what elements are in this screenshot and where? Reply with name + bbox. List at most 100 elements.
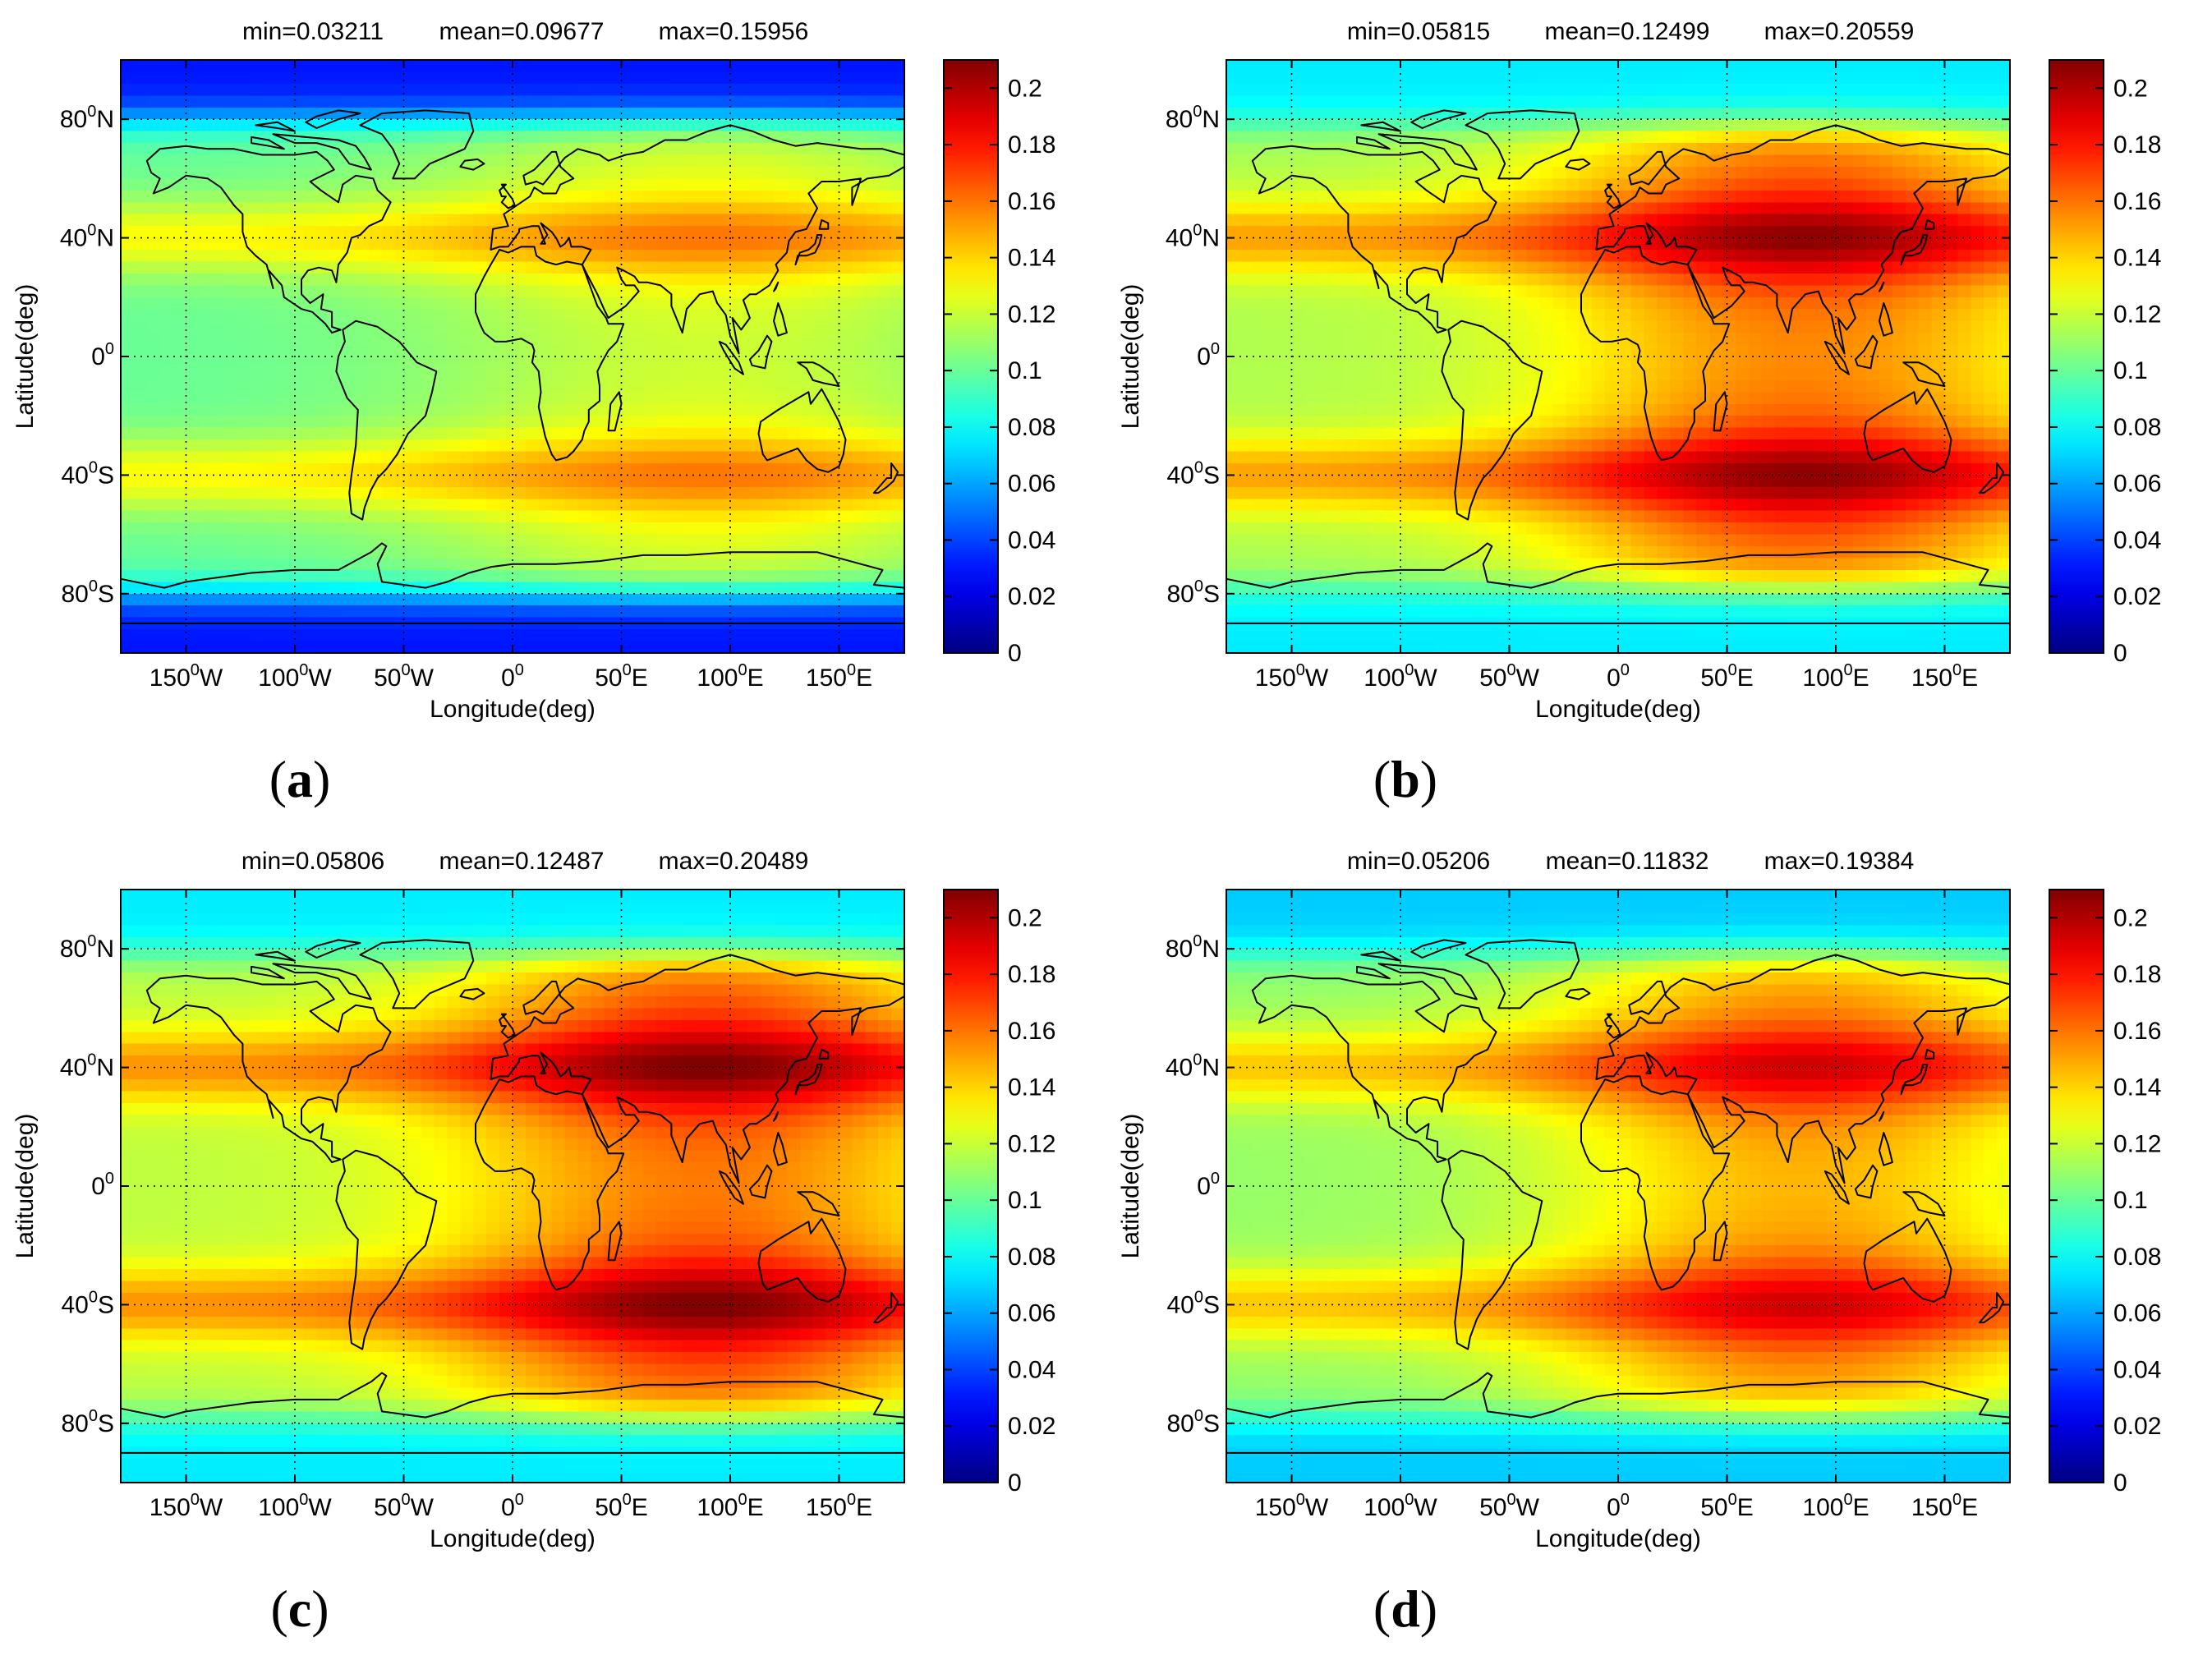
heatmap-cell [460,439,474,453]
heatmap-cell [604,166,618,179]
heatmap-cell [1879,368,1893,381]
heatmap-cell [774,368,788,381]
heatmap-cell [277,285,292,298]
heatmap-cell [1644,379,1658,393]
heatmap-cell [225,475,239,488]
heatmap-cell [1252,226,1267,239]
heatmap-cell [630,226,644,239]
heatmap-cell [695,605,710,618]
heatmap-cell [1500,273,1515,286]
heatmap-cell [1278,333,1293,346]
heatmap-cell [577,379,591,393]
heatmap-cell [1318,237,1331,251]
heatmap-cell [551,451,566,464]
heatmap-cell [434,593,448,606]
heatmap-cell [786,297,801,310]
heatmap-cell [1984,416,1998,429]
heatmap-cell [604,297,618,310]
heatmap-cell [1409,107,1423,120]
heatmap-cell [525,427,540,440]
heatmap-cell [212,462,226,476]
heatmap-cell [878,427,892,440]
heatmap-cell [1566,368,1580,381]
heatmap-cell [369,534,383,547]
heatmap-cell [682,629,697,642]
heatmap-cell [839,95,853,108]
heatmap-cell [655,546,670,559]
heatmap-cell [121,131,135,144]
heatmap-cell [1566,416,1580,429]
heatmap-cell [1814,71,1828,85]
heatmap-cell [525,166,540,179]
heatmap-cell [721,131,735,144]
heatmap-cell [1488,297,1501,310]
heatmap-cell [329,475,343,488]
heatmap-cell [708,344,722,357]
heatmap-cell [1944,356,1958,370]
heatmap-cell [499,60,513,73]
heatmap-cell [1984,333,1998,346]
heatmap-cell [394,297,409,310]
heatmap-cell [1304,166,1318,179]
heatmap-cell [1331,356,1345,370]
heatmap-cell [394,593,409,606]
heatmap-cell [394,71,409,85]
heatmap-cell [486,427,500,440]
heatmap-cell [1488,202,1501,215]
heatmap-cell [1500,226,1515,239]
heatmap-cell [1488,166,1501,179]
heatmap-cell [1761,297,1776,310]
heatmap-cell [577,333,591,346]
heatmap-cell [343,202,356,215]
heatmap-cell [1657,344,1672,357]
heatmap-cell [1944,379,1958,393]
heatmap-cell [447,178,461,191]
heatmap-cell [159,320,174,333]
heatmap-cell [774,356,788,370]
heatmap-cell [1736,166,1750,179]
heatmap-cell [434,261,448,274]
heatmap-cell [1957,344,1971,357]
heatmap-cell [394,60,409,73]
heatmap-cell [669,593,683,606]
heatmap-cell [1318,119,1331,132]
heatmap-cell [1526,166,1541,179]
heatmap-cell [525,95,540,108]
heatmap-cell [761,250,775,263]
heatmap-cell [865,356,879,370]
heatmap-cell [799,605,814,618]
heatmap-cell [1500,131,1515,144]
heatmap-cell [382,202,396,215]
coastline [272,133,372,171]
heatmap-cell [1657,250,1672,263]
heatmap-cell [238,214,252,227]
heatmap-cell [251,297,265,310]
heatmap-cell [852,309,866,322]
heatmap-cell [133,143,148,156]
heatmap-cell [1291,379,1305,393]
heatmap-cell [1369,190,1384,203]
heatmap-cell [1944,297,1958,310]
heatmap-cell [1787,178,1802,191]
heatmap-cell [316,154,330,168]
heatmap-cell [382,403,396,416]
heatmap-cell [186,297,200,310]
heatmap-cell [551,250,566,263]
heatmap-cell [251,416,265,429]
heatmap-cell [1461,190,1475,203]
heatmap-cell [865,261,879,274]
heatmap-cell [577,119,591,132]
heatmap-cell [1513,356,1528,370]
heatmap-cell [146,95,161,108]
heatmap-cell [356,379,370,393]
coastline [251,136,285,150]
heatmap-cell [356,237,370,251]
heatmap-cell [486,522,500,536]
heatmap-cell [734,416,748,429]
heatmap-cell [1422,95,1436,108]
coastline [335,320,438,521]
heatmap-cell [277,392,292,405]
heatmap-cell [891,403,905,416]
heatmap-cell [1409,333,1423,346]
heatmap-cell [238,131,252,144]
